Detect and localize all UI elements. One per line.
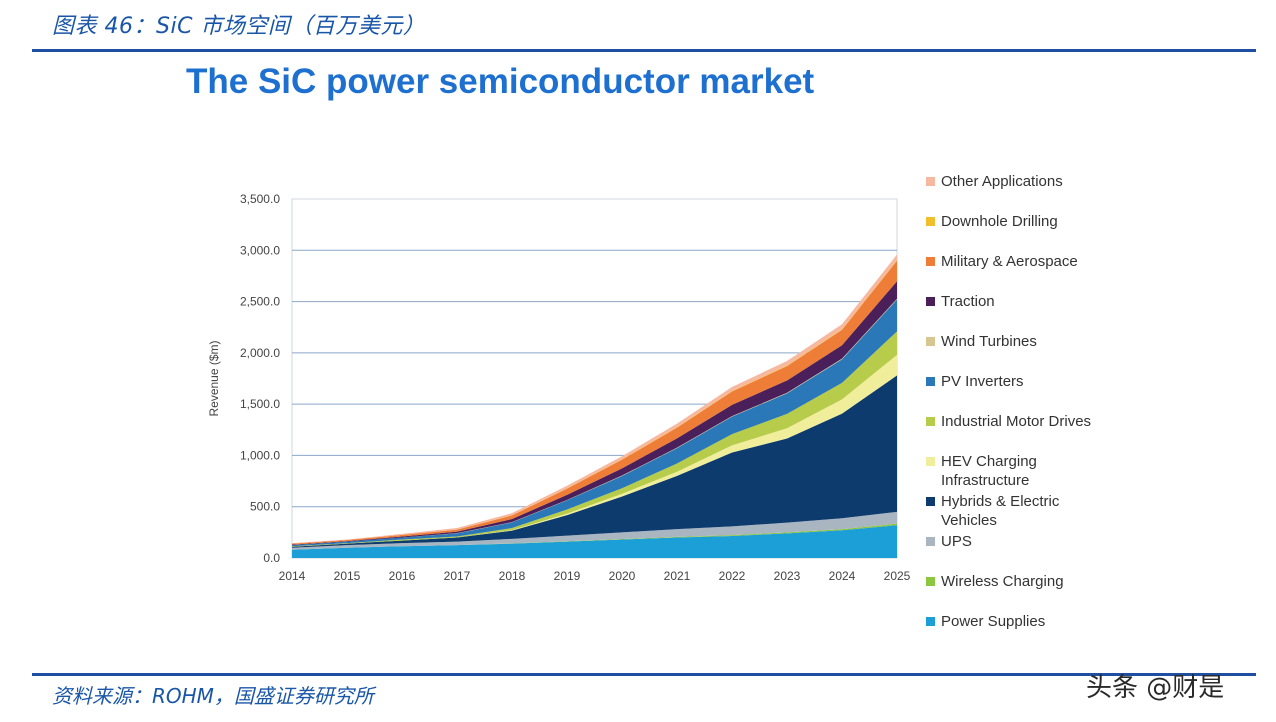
legend-item: Wireless Charging	[926, 572, 1064, 591]
x-tick-label: 2022	[719, 569, 746, 583]
y-tick-label: 0.0	[263, 551, 280, 565]
legend-item: Other Applications	[926, 172, 1063, 191]
legend-swatch	[926, 177, 935, 186]
legend-swatch	[926, 537, 935, 546]
legend-label: Industrial Motor Drives	[941, 413, 1092, 430]
legend-item: Hybrids & Electric Vehicles	[926, 492, 1106, 530]
legend-label: Wind Turbines	[941, 333, 1037, 350]
area-ups	[292, 511, 897, 550]
area-pv-inverters	[292, 299, 897, 547]
y-tick-label: 1,500.0	[240, 397, 280, 411]
y-tick-label: 2,500.0	[240, 295, 280, 309]
watermark: 头条 @财是	[1086, 673, 1225, 703]
x-tick-label: 2016	[389, 569, 416, 583]
x-tick-label: 2021	[664, 569, 691, 583]
legend-label: Wireless Charging	[941, 573, 1064, 590]
legend-label: Other Applications	[941, 173, 1063, 190]
source-note: 资料来源：ROHM，国盛证券研究所	[52, 684, 374, 708]
bottom-divider	[32, 673, 1256, 676]
y-tick-label: 3,000.0	[240, 243, 280, 257]
figure-caption: 图表 46：SiC 市场空间（百万美元）	[52, 14, 426, 39]
legend-item: Traction	[926, 292, 995, 311]
legend-swatch	[926, 257, 935, 266]
legend-swatch	[926, 497, 935, 506]
legend-item: PV Inverters	[926, 372, 1024, 391]
legend-label: Military & Aerospace	[941, 253, 1078, 270]
legend-swatch	[926, 337, 935, 346]
x-tick-label: 2020	[609, 569, 636, 583]
legend-label: UPS	[941, 533, 972, 550]
x-tick-label: 2017	[444, 569, 471, 583]
legend-item: UPS	[926, 532, 972, 551]
area-industrial-motor-drives	[292, 331, 897, 547]
legend-swatch	[926, 297, 935, 306]
legend-label: Hybrids & Electric Vehicles	[941, 493, 1060, 529]
x-tick-label: 2025	[884, 569, 911, 583]
x-tick-label: 2024	[829, 569, 856, 583]
legend-swatch	[926, 417, 935, 426]
y-tick-label: 500.0	[250, 500, 280, 514]
y-tick-label: 2,000.0	[240, 346, 280, 360]
legend-label: Power Supplies	[941, 613, 1046, 630]
legend-swatch	[926, 457, 935, 466]
stacked-area-chart: 0.0 500.0 1,000.0 1,500.0 2,000.0 2,500.0 3,00…	[207, 192, 911, 583]
x-tick-label: 2015	[334, 569, 361, 583]
y-tick-label: 1,000.0	[240, 448, 280, 462]
legend-item: Wind Turbines	[926, 332, 1037, 351]
x-tick-label: 2014	[279, 569, 306, 583]
legend-swatch	[926, 217, 935, 226]
legend-item: Downhole Drilling	[926, 212, 1058, 231]
legend-swatch	[926, 377, 935, 386]
top-divider	[32, 49, 1256, 52]
x-tick-label: 2018	[499, 569, 526, 583]
legend-label: PV Inverters	[941, 373, 1024, 390]
x-tick-label: 2019	[554, 569, 581, 583]
legend-swatch	[926, 577, 935, 586]
legend-item: HEV Charging Infrastructure	[926, 452, 1106, 490]
legend-label: Traction	[941, 293, 995, 310]
legend-item: Power Supplies	[926, 612, 1045, 631]
chart-title: The SiC power semiconductor market	[186, 62, 815, 101]
area-power-supplies	[292, 525, 897, 558]
legend-item: Military & Aerospace	[926, 252, 1078, 271]
x-tick-label: 2023	[774, 569, 801, 583]
legend-item: Industrial Motor Drives	[926, 412, 1091, 431]
legend-swatch	[926, 617, 935, 626]
area-hybrids-electric-vehicles	[292, 375, 897, 548]
legend-label: Downhole Drilling	[941, 213, 1058, 230]
legend-label: HEV Charging Infrastructure	[941, 453, 1037, 489]
y-tick-label: 3,500.0	[240, 192, 280, 206]
y-axis-label: Revenue ($m)	[207, 340, 221, 416]
